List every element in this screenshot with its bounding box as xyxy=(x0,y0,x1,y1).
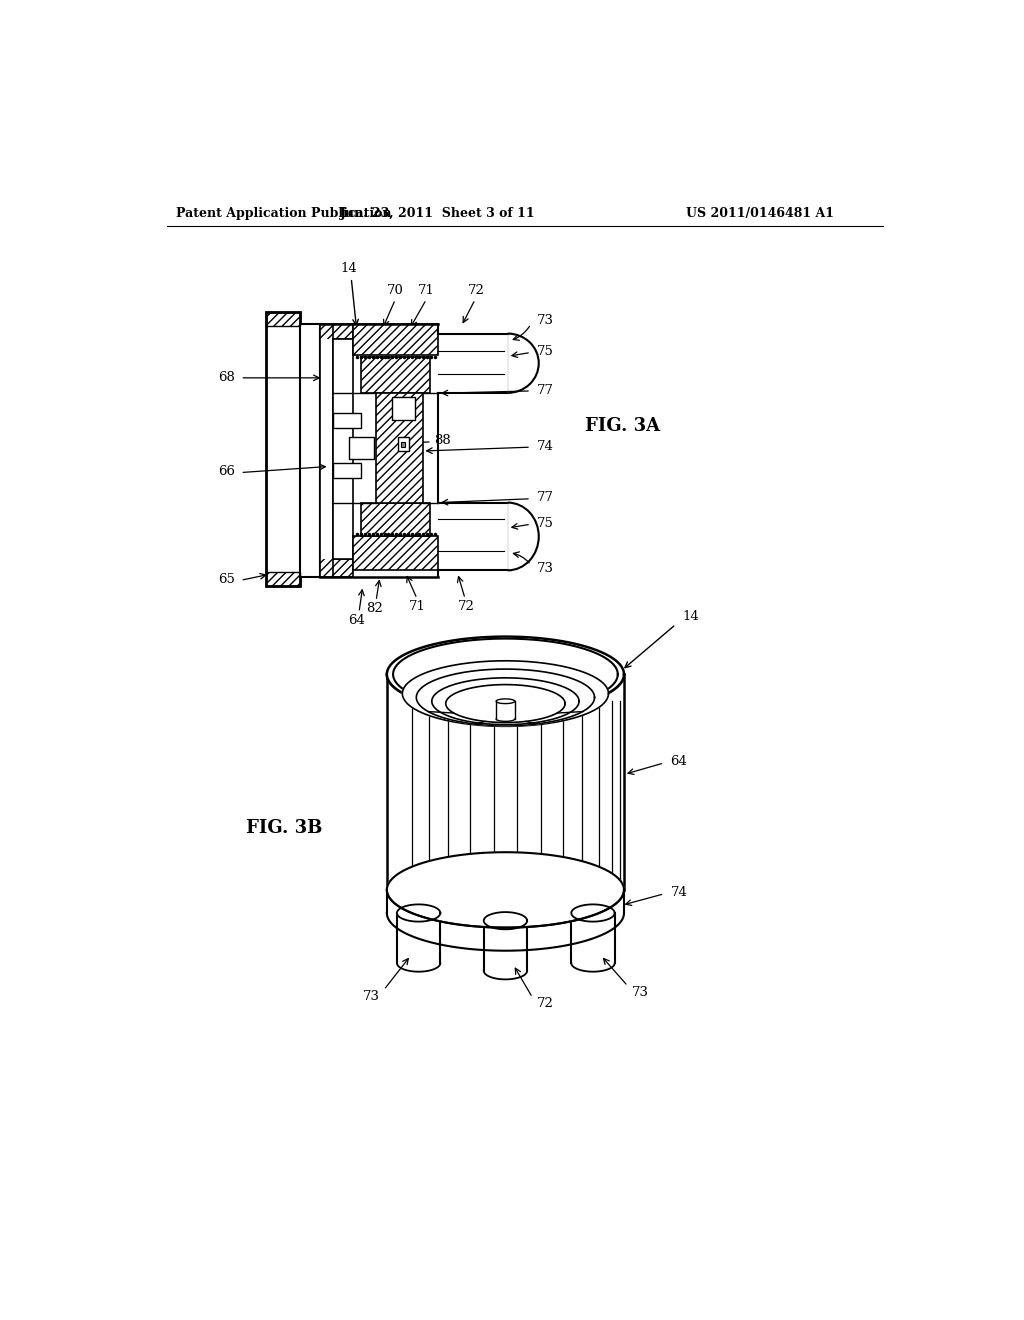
Text: 88: 88 xyxy=(434,434,451,446)
Bar xyxy=(266,313,300,326)
Text: 73: 73 xyxy=(362,990,380,1003)
Text: Patent Application Publication: Patent Application Publication xyxy=(176,207,391,220)
Text: 74: 74 xyxy=(671,886,687,899)
Bar xyxy=(334,462,360,478)
Text: 71: 71 xyxy=(409,601,426,612)
Text: 72: 72 xyxy=(458,601,475,612)
Bar xyxy=(360,503,430,536)
Polygon shape xyxy=(571,904,614,921)
Polygon shape xyxy=(496,698,515,704)
Polygon shape xyxy=(417,669,595,726)
Bar xyxy=(391,397,415,420)
Bar xyxy=(360,503,430,536)
Text: 64: 64 xyxy=(671,755,687,768)
Text: 68: 68 xyxy=(560,652,577,665)
Polygon shape xyxy=(397,904,440,921)
Bar xyxy=(321,323,352,339)
Text: 74: 74 xyxy=(538,440,554,453)
Bar xyxy=(334,413,360,428)
Bar xyxy=(321,558,352,577)
Bar xyxy=(321,558,352,577)
Text: 73: 73 xyxy=(537,314,553,326)
Bar xyxy=(266,572,300,586)
Bar xyxy=(400,442,406,447)
Text: 70: 70 xyxy=(387,284,403,297)
Text: 72: 72 xyxy=(468,284,485,297)
Polygon shape xyxy=(432,678,579,725)
Bar xyxy=(397,437,409,451)
Text: FIG. 3A: FIG. 3A xyxy=(586,417,660,436)
Text: 72: 72 xyxy=(537,998,553,1010)
Text: 64: 64 xyxy=(348,614,366,627)
Bar xyxy=(334,339,352,558)
Text: 82: 82 xyxy=(366,602,383,615)
Bar xyxy=(300,323,321,577)
Bar xyxy=(352,536,438,570)
Bar xyxy=(360,356,430,393)
Bar xyxy=(352,323,438,355)
Polygon shape xyxy=(387,853,624,928)
Text: US 2011/0146481 A1: US 2011/0146481 A1 xyxy=(686,207,834,220)
Polygon shape xyxy=(402,661,608,726)
Text: 66: 66 xyxy=(414,653,430,667)
Text: 73: 73 xyxy=(632,986,649,999)
Text: 73: 73 xyxy=(537,562,553,576)
Text: 77: 77 xyxy=(538,491,554,504)
Text: 65: 65 xyxy=(218,573,234,586)
Text: 71: 71 xyxy=(418,284,435,297)
Bar xyxy=(352,323,438,355)
Text: Jun. 23, 2011  Sheet 3 of 11: Jun. 23, 2011 Sheet 3 of 11 xyxy=(340,207,536,220)
Bar xyxy=(266,313,300,586)
Bar xyxy=(352,536,438,570)
Bar xyxy=(321,323,334,577)
Polygon shape xyxy=(445,685,565,722)
Text: 75: 75 xyxy=(538,345,554,358)
Text: 66: 66 xyxy=(218,465,234,478)
Text: 14: 14 xyxy=(341,261,357,275)
Bar xyxy=(376,393,423,503)
Text: 77: 77 xyxy=(538,384,554,397)
Text: FIG. 3B: FIG. 3B xyxy=(246,820,323,837)
Polygon shape xyxy=(393,639,617,710)
Bar xyxy=(321,323,352,339)
Bar xyxy=(360,356,430,393)
Bar xyxy=(376,393,423,503)
Text: 68: 68 xyxy=(218,371,234,384)
Polygon shape xyxy=(387,636,624,711)
Polygon shape xyxy=(483,912,527,929)
Bar xyxy=(349,437,375,459)
Text: 75: 75 xyxy=(538,517,554,529)
Text: 14: 14 xyxy=(682,610,698,623)
